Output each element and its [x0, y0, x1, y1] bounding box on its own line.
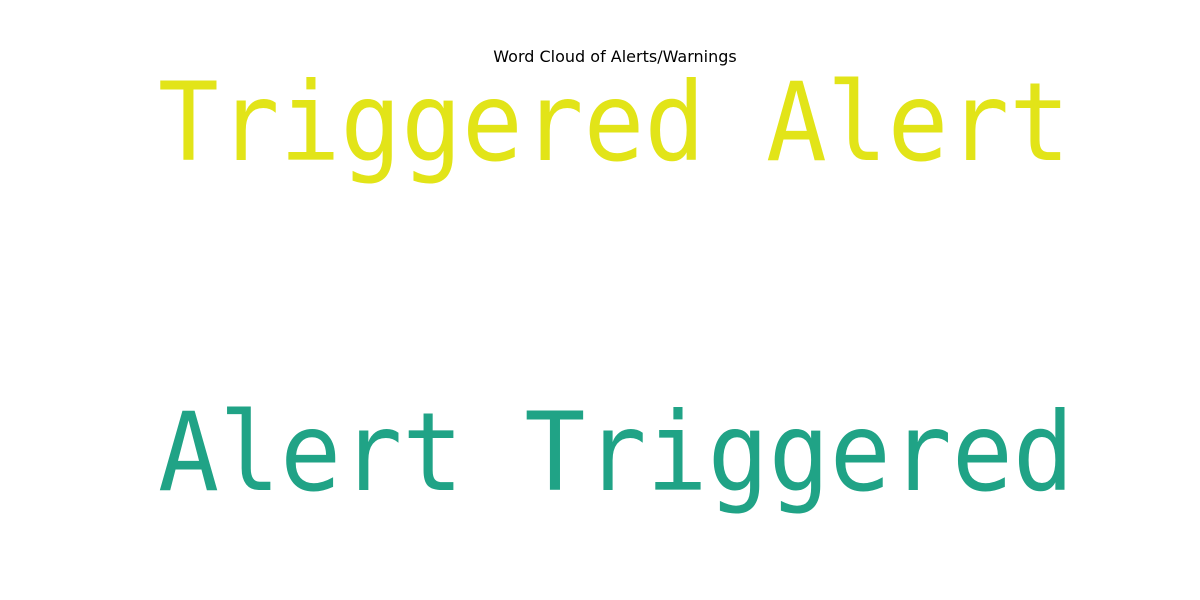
word-triggered-alert: Triggered Alert	[158, 59, 1070, 186]
chart-title: Word Cloud of Alerts/Warnings	[493, 47, 737, 66]
word-alert-triggered: Alert Triggered	[158, 389, 1074, 516]
